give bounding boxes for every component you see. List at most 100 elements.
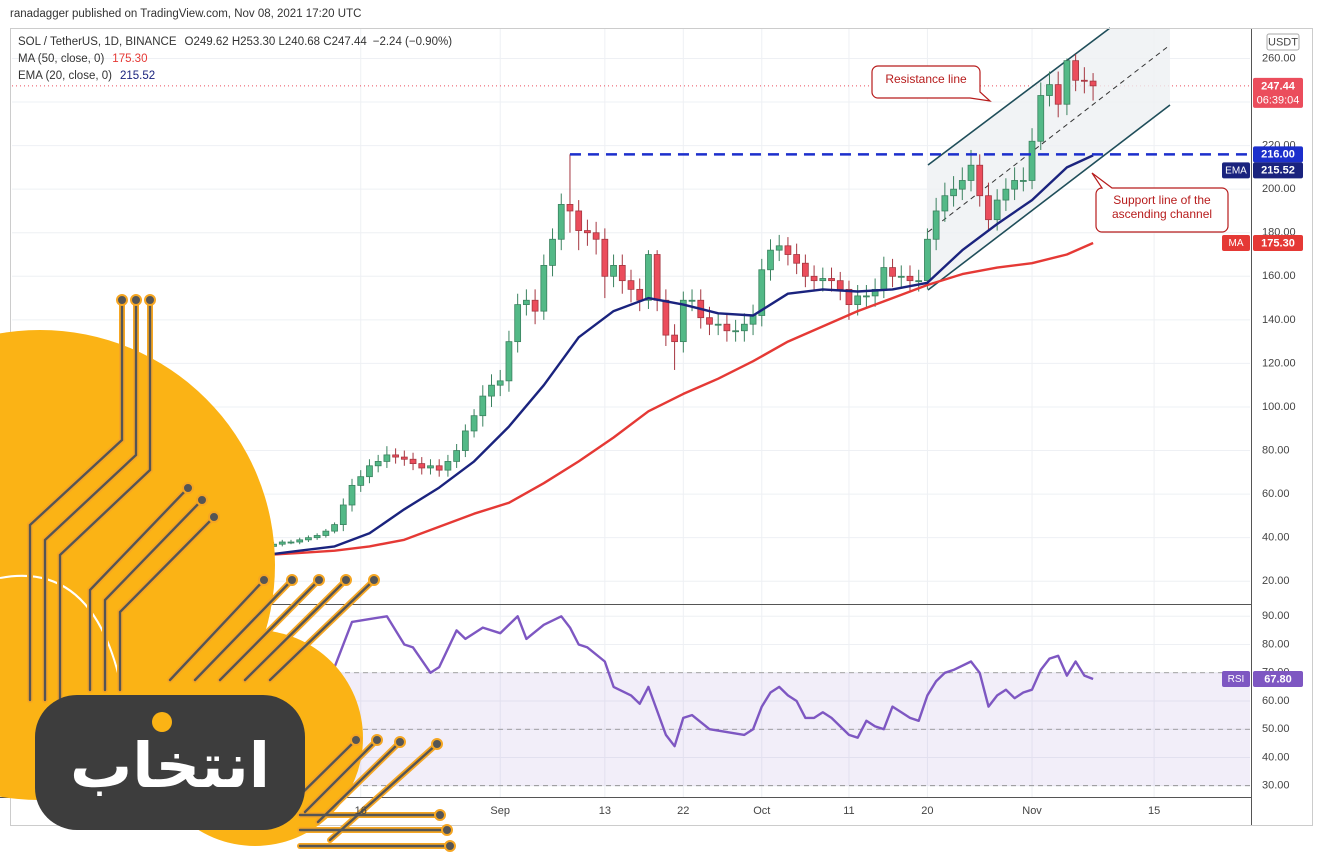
candle-body [836, 280, 844, 290]
x-tick-label: Sep [490, 805, 510, 817]
candle-body [435, 465, 443, 471]
circuit-terminals [116, 294, 456, 852]
candle-body [627, 280, 635, 290]
y-tick-label: 80.00 [1262, 638, 1290, 650]
candle-body [1002, 188, 1010, 201]
candle-body [810, 275, 818, 282]
price-tag [1253, 234, 1303, 251]
candle-body [688, 299, 696, 302]
marks [156, 54, 1250, 748]
candle-body [1063, 60, 1071, 105]
y-tick-label: 50.00 [1262, 723, 1290, 735]
y-tick-label: 140.00 [1262, 314, 1296, 326]
candle-body [523, 299, 530, 306]
candle-body [496, 380, 504, 386]
logo-box [35, 695, 305, 830]
price-tag [1253, 77, 1303, 108]
y-tick-label: 90.00 [1262, 610, 1290, 622]
indicator-line: EMA (20, close, 0) 215.52 [18, 70, 155, 82]
candle-body [392, 454, 399, 458]
candle-body [592, 232, 600, 240]
price-tag [1253, 162, 1303, 179]
candle-body [671, 334, 678, 343]
candle-body [357, 476, 365, 486]
candle-body [461, 430, 469, 451]
candle-body [662, 299, 670, 336]
support-callout [1091, 172, 1229, 233]
candle-body [958, 180, 966, 190]
candle-body [906, 275, 914, 282]
logo-coin [152, 712, 172, 732]
ohlc: O249.62 H253.30 L240.68 C247.44 [185, 36, 368, 48]
candle-body [897, 275, 905, 278]
candle-body [278, 541, 286, 545]
price-tag-label: 215.52 [1261, 165, 1295, 177]
y-tick-label: 200.00 [1262, 183, 1296, 195]
circuit-lines [28, 298, 452, 848]
y-tick-label: 30.00 [1262, 780, 1290, 792]
candle-body [453, 450, 460, 462]
candle-body [880, 267, 888, 290]
symbol: SOL / TetherUS, 1D, BINANCE [18, 36, 177, 48]
candle-body [793, 254, 801, 264]
candle-body [1028, 140, 1036, 181]
candle-body [706, 317, 713, 325]
candle-body [645, 254, 652, 301]
candle-body [863, 295, 870, 298]
countdown: 06:39:04 [1257, 94, 1300, 106]
series-line [160, 154, 1094, 563]
resistance-callout [871, 65, 992, 102]
candle-body [1089, 80, 1097, 87]
publisher: ranadagger published on TradingView.com,… [10, 8, 361, 20]
candle-body [845, 288, 853, 306]
x-tick-label: 20 [921, 805, 933, 817]
candle-body [287, 541, 295, 544]
y-tick-label: 120.00 [1262, 357, 1296, 369]
candle-body [679, 299, 687, 343]
x-tick-label: Oct [753, 805, 770, 817]
watermark-text: انتخاب [70, 729, 270, 802]
support-label: ascending channel [1112, 207, 1212, 221]
series-name: RSI [1228, 674, 1245, 685]
x-tick-label: Nov [1022, 805, 1042, 817]
candle-body [819, 278, 827, 282]
candle-body [941, 195, 949, 212]
y-tick-label: 60.00 [1262, 488, 1290, 500]
series-name: MA [1229, 238, 1244, 249]
candle-body [723, 323, 731, 332]
candle-body [740, 323, 748, 332]
candle-body [889, 267, 896, 277]
series-name-tag [1222, 162, 1250, 179]
candle-body [993, 199, 1001, 221]
candle-body [610, 265, 617, 277]
candle-body [915, 280, 923, 283]
x-tick-label: 15 [1148, 805, 1160, 817]
candle-body [636, 288, 644, 301]
y-tick-label: 100.00 [1262, 401, 1296, 413]
candle-body [767, 249, 774, 271]
change: −2.24 (−0.90%) [373, 36, 452, 48]
price-tag [1253, 670, 1303, 687]
watermark-logo: انتخاب [0, 294, 456, 852]
candle-body [322, 530, 330, 536]
candle-body [540, 265, 548, 312]
candle-body [531, 299, 539, 312]
series-line [333, 615, 1094, 748]
candle-body [1072, 60, 1079, 81]
candle-body [1046, 84, 1053, 96]
candle-body [758, 269, 766, 316]
indicator-value: 175.30 [112, 53, 147, 65]
indicator-label: MA (50, close, 0) [18, 53, 104, 65]
currency-box [1266, 33, 1300, 51]
series-name: EMA [1225, 165, 1247, 176]
price-tag-label: 216.00 [1261, 149, 1295, 161]
candle-body [409, 458, 417, 465]
channel-mid [927, 44, 1171, 233]
y-tick-label: 60.00 [1262, 695, 1290, 707]
candle-body [383, 454, 391, 462]
candle-body [400, 456, 408, 460]
labels: ranadagger published on TradingView.com,… [10, 8, 1303, 817]
candle-body [348, 484, 356, 506]
